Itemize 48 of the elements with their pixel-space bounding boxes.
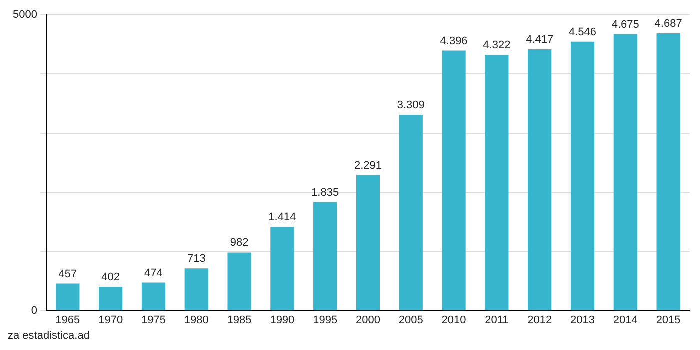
y-tick-label: 5000 (12, 9, 38, 22)
bar (99, 287, 123, 310)
x-tick-label: 1980 (184, 314, 209, 326)
x-tick-label: 1990 (270, 314, 295, 326)
bar (356, 175, 380, 310)
bar (56, 284, 80, 310)
x-tick-label: 2014 (613, 314, 638, 326)
x-tick-label: 1970 (98, 314, 124, 326)
bar (570, 42, 595, 310)
bar (442, 50, 466, 310)
x-tick-label: 2005 (398, 314, 424, 326)
x-tick-label: 2013 (570, 314, 595, 326)
data-label: 402 (102, 272, 120, 284)
bar (614, 34, 638, 310)
bar (314, 202, 338, 310)
bar (399, 115, 423, 310)
data-label: 1.414 (268, 212, 296, 224)
x-tick-label: 2012 (528, 314, 552, 326)
x-tick-label: 1965 (56, 314, 80, 326)
bar (485, 55, 509, 310)
bar (270, 227, 294, 310)
data-label: 713 (187, 253, 206, 266)
x-tick-label: 2015 (656, 314, 681, 326)
bar (184, 268, 208, 310)
data-label: 4.687 (654, 18, 682, 30)
text: za estadistica.ad (8, 330, 90, 342)
data-label: 4.396 (440, 35, 468, 48)
data-label: 4.417 (526, 34, 554, 46)
bar (142, 282, 166, 310)
data-label: 4.546 (568, 26, 597, 38)
data-label: 474 (144, 267, 163, 280)
x-tick-label: 1995 (313, 314, 338, 326)
data-label: 982 (230, 237, 249, 250)
x-tick-label: 2011 (485, 314, 509, 326)
data-label: 2.291 (354, 160, 382, 172)
y-tick-label: 0 (31, 304, 38, 317)
data-label: 1.835 (312, 186, 340, 199)
data-label: 457 (58, 268, 78, 280)
x-tick-label: 2010 (442, 314, 466, 326)
bar (528, 49, 552, 310)
bar (656, 34, 680, 310)
x-tick-label: 2000 (356, 314, 380, 326)
x-tick-label: 1985 (227, 314, 252, 326)
x-tick-label: 1975 (141, 314, 166, 326)
data-label: 4.675 (612, 18, 640, 31)
data-label: 4.322 (483, 40, 511, 52)
bar (228, 252, 252, 310)
data-label: 3.309 (397, 100, 425, 112)
